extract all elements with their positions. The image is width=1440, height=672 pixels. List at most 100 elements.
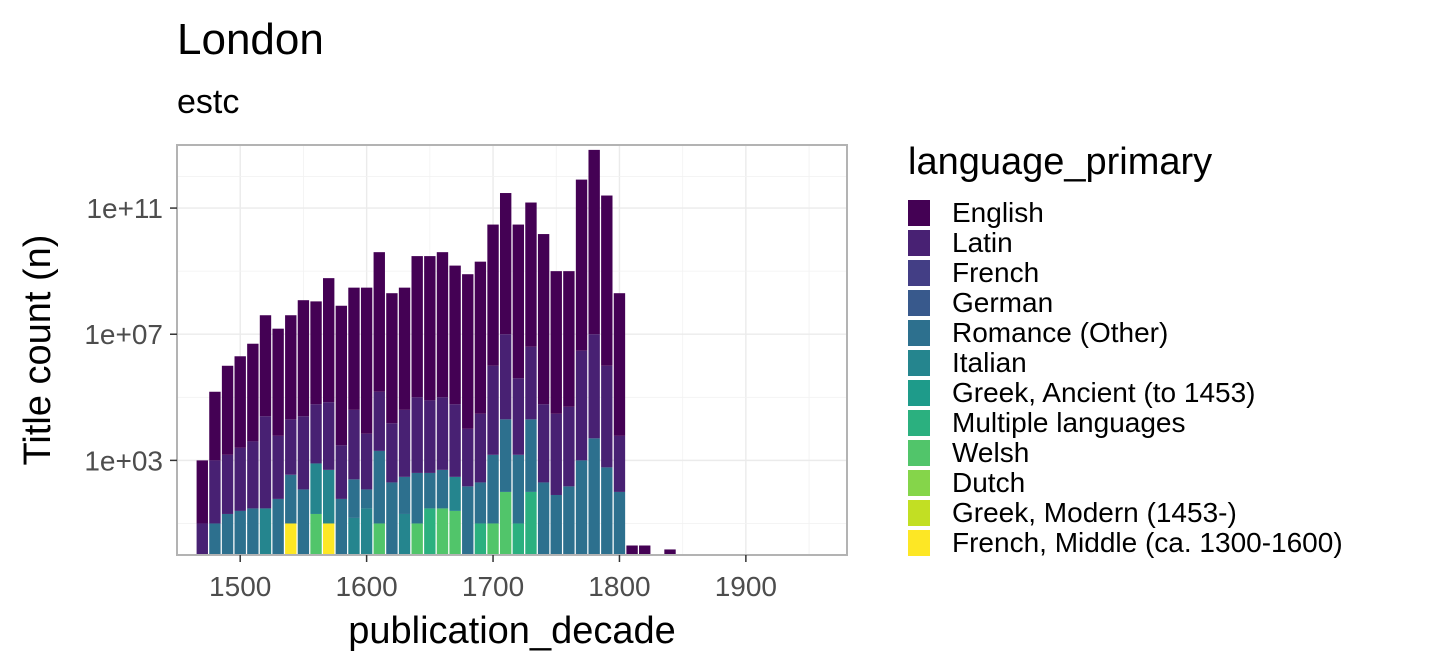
- bar-segment: [285, 523, 297, 555]
- bar-segment: [563, 406, 575, 487]
- bar-segment: [196, 460, 208, 524]
- bar-segment: [512, 378, 525, 455]
- x-tick-label: 1600: [335, 571, 397, 602]
- bar-segment: [563, 271, 575, 407]
- bar-segment: [398, 513, 411, 555]
- bar-segment: [209, 523, 221, 555]
- bar-segment: [424, 472, 436, 509]
- bar-segment: [588, 149, 600, 335]
- bar-segment: [563, 486, 575, 555]
- bar-segment: [474, 261, 487, 414]
- bar-segment: [499, 334, 512, 420]
- bar-segment: [360, 287, 373, 434]
- bar-segment: [525, 491, 537, 555]
- bar-segment: [310, 463, 322, 514]
- bar-segment: [601, 467, 613, 555]
- bar-segment: [234, 447, 246, 511]
- legend-swatch: [908, 230, 930, 256]
- bar-segment: [525, 202, 537, 347]
- bar-segment: [436, 252, 449, 398]
- bar-segment: [474, 413, 487, 483]
- legend-label: German: [952, 287, 1054, 318]
- legend-label: Multiple languages: [952, 407, 1186, 438]
- x-axis-title: publication_decade: [348, 610, 676, 652]
- bar-segment: [449, 476, 461, 511]
- legend-label: Latin: [952, 227, 1013, 258]
- legend-item: French, Middle (ca. 1300-1600): [908, 528, 1343, 558]
- legend-swatch: [908, 440, 930, 466]
- bar-segment: [487, 365, 499, 455]
- bar-segment: [575, 350, 588, 461]
- legend-item: German: [908, 288, 1343, 318]
- bar-segment: [411, 472, 423, 524]
- bar-segment: [348, 517, 360, 555]
- legend-label: French, Middle (ca. 1300-1600): [952, 527, 1343, 558]
- bar-segment: [537, 404, 550, 483]
- bar-segment: [386, 482, 398, 555]
- legend-label: Romance (Other): [952, 317, 1169, 348]
- legend-swatch: [908, 380, 930, 406]
- bar-segment: [512, 523, 525, 555]
- bar-segment: [259, 416, 272, 509]
- bar-segment: [436, 508, 449, 555]
- legend-label: Dutch: [952, 467, 1026, 498]
- x-tick-label: 1500: [209, 571, 271, 602]
- legend-item: Multiple languages: [908, 408, 1343, 438]
- bar-segment: [348, 409, 360, 480]
- y-tick-label: 1e+11: [86, 193, 163, 224]
- bar-segment: [323, 278, 335, 403]
- bar-segment: [537, 234, 550, 405]
- legend-label: Greek, Modern (1453-): [952, 497, 1237, 528]
- axis-ticks: 1500 1600 1700 1800 1900 1e+03 1e+07 1e+11: [84, 193, 777, 602]
- bar-segment: [462, 274, 474, 429]
- bar-segment: [323, 523, 335, 555]
- bar-segment: [588, 438, 600, 555]
- bar-segment: [348, 479, 360, 518]
- legend-swatch: [908, 530, 930, 556]
- bar-segment: [285, 315, 297, 420]
- legend-item: French: [908, 258, 1343, 288]
- bar-segment: [537, 482, 550, 555]
- bar-segment: [613, 491, 626, 555]
- bar-segment: [386, 423, 398, 483]
- bar-segment: [424, 508, 436, 555]
- bar-segment: [449, 510, 461, 555]
- legend-label: English: [952, 197, 1044, 228]
- panel-border: [176, 144, 848, 556]
- bar-segment: [360, 508, 373, 555]
- bar-segment: [373, 523, 385, 555]
- legend-items: English Latin French German Romance (Other) I…: [908, 198, 1343, 558]
- bar-segment: [297, 489, 310, 555]
- bar-segment: [285, 474, 297, 524]
- bar-segment: [449, 265, 461, 405]
- legend-label: Italian: [952, 347, 1027, 378]
- legend-item: English: [908, 198, 1343, 228]
- bar-segment: [474, 482, 487, 524]
- bar-segment: [247, 441, 259, 509]
- bar-segment: [512, 454, 525, 524]
- bar-segment: [462, 486, 474, 555]
- legend-item: Latin: [908, 228, 1343, 258]
- bars: [196, 149, 676, 555]
- bar-segment: [373, 450, 385, 524]
- bar-segment: [525, 346, 537, 420]
- chart-subtitle: estc: [177, 83, 240, 121]
- bar-segment: [487, 454, 499, 524]
- legend-item: Greek, Ancient (to 1453): [908, 378, 1343, 408]
- legend-item: Dutch: [908, 468, 1343, 498]
- legend-swatch: [908, 410, 930, 436]
- bar-segment: [424, 256, 436, 401]
- legend-item: Greek, Modern (1453-): [908, 498, 1343, 528]
- bar-segment: [360, 489, 373, 509]
- bar-segment: [398, 287, 411, 410]
- bar-segment: [487, 224, 499, 366]
- y-tick-label: 1e+07: [84, 319, 163, 350]
- legend-swatch: [908, 320, 930, 346]
- legend-swatch: [908, 200, 930, 226]
- bar-segment: [323, 469, 335, 524]
- legend-swatch: [908, 470, 930, 496]
- bar-segment: [221, 454, 234, 514]
- bar-segment: [499, 491, 512, 555]
- x-tick-label: 1800: [588, 571, 650, 602]
